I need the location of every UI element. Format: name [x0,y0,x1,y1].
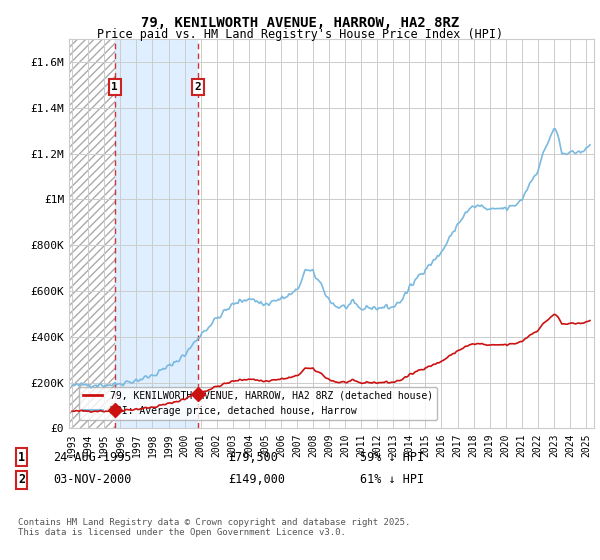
Text: 24-AUG-1995: 24-AUG-1995 [53,451,131,464]
Text: 61% ↓ HPI: 61% ↓ HPI [360,473,424,486]
Text: £149,000: £149,000 [228,473,285,486]
Text: 03-NOV-2000: 03-NOV-2000 [53,473,131,486]
Bar [115,39,198,428]
Text: Contains HM Land Registry data © Crown copyright and database right 2025.
This d: Contains HM Land Registry data © Crown c… [18,518,410,538]
Text: 79, KENILWORTH AVENUE, HARROW, HA2 8RZ: 79, KENILWORTH AVENUE, HARROW, HA2 8RZ [141,16,459,30]
Bar [56,39,115,428]
Text: 2: 2 [18,473,25,486]
Text: £79,500: £79,500 [228,451,278,464]
Text: 2: 2 [194,82,202,92]
Text: 1: 1 [18,451,25,464]
Text: Price paid vs. HM Land Registry's House Price Index (HPI): Price paid vs. HM Land Registry's House … [97,28,503,41]
Text: 1: 1 [111,82,118,92]
Text: 59% ↓ HPI: 59% ↓ HPI [360,451,424,464]
Legend: 79, KENILWORTH AVENUE, HARROW, HA2 8RZ (detached house), HPI: Average price, det: 79, KENILWORTH AVENUE, HARROW, HA2 8RZ (… [79,387,437,419]
Bar [56,39,115,428]
